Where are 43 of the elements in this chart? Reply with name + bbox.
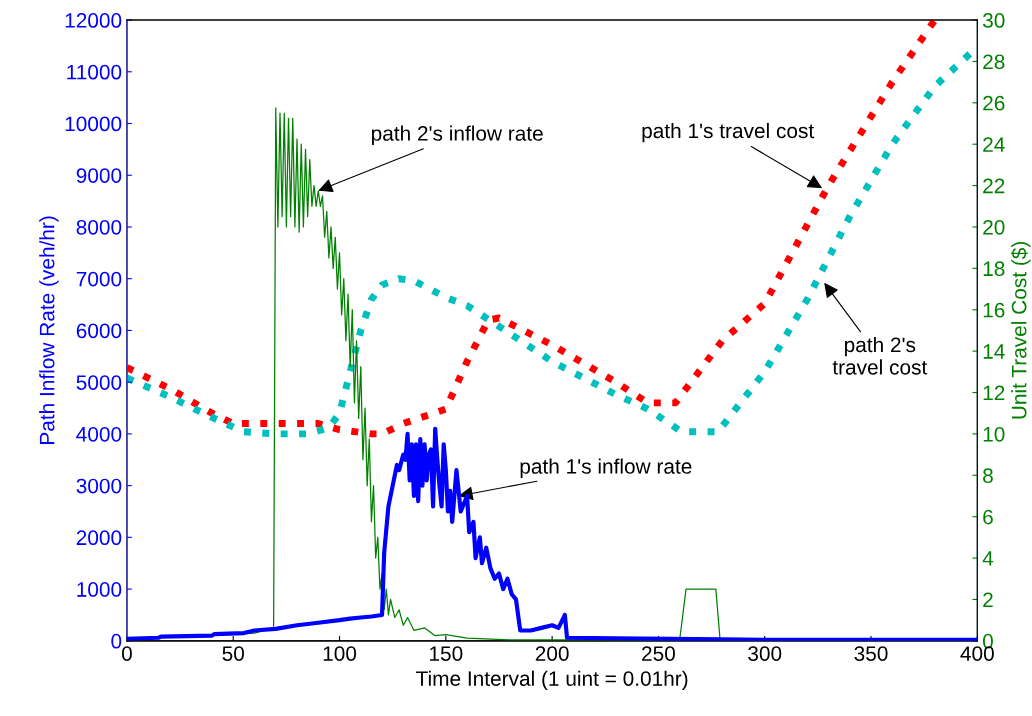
y2-tick-label: 24 — [983, 137, 1005, 152]
annotation: path 2's inflow rate — [371, 125, 543, 145]
y-tick-label: 4000 — [76, 426, 122, 442]
x-tick-label: 300 — [748, 646, 782, 661]
y2-tick-label: 6 — [983, 509, 993, 525]
x-tick-label: 350 — [854, 646, 888, 661]
y2-tick-label: 4 — [982, 551, 994, 566]
y2-tick-label: 26 — [983, 95, 1005, 111]
x-tick-label: 50 — [222, 646, 244, 661]
y2-tick-label: 22 — [983, 178, 1005, 194]
x-tick-label: 200 — [535, 646, 569, 661]
y-tick-label: 6000 — [76, 323, 122, 339]
x-tick-label: 0 — [121, 646, 132, 661]
y-tick-label: 9000 — [76, 168, 122, 183]
y2-tick-label: 2 — [983, 592, 993, 607]
y-axis-title: Path Inflow Rate (veh/hr) — [39, 216, 59, 444]
y-tick-label: 10000 — [65, 116, 122, 132]
y2-tick-label: 8 — [983, 468, 993, 484]
y-tick-label: 1000 — [77, 582, 122, 597]
y-tick-label: 12000 — [65, 13, 122, 28]
y2-tick-label: 16 — [983, 302, 1005, 318]
y2-tick-label: 18 — [983, 261, 1005, 277]
y2-tick-label: 14 — [983, 344, 1005, 359]
y2-tick-label: 30 — [982, 13, 1005, 28]
annotation: path 2's travel cost — [832, 336, 928, 375]
y-tick-label: 7000 — [76, 271, 122, 287]
x-tick-label: 150 — [430, 646, 463, 661]
y-tick-label: 2000 — [76, 530, 122, 546]
y-tick-label: 3000 — [76, 478, 122, 494]
y-tick-label: 11000 — [67, 64, 122, 80]
x-tick-label: 250 — [642, 646, 675, 661]
y-tick-label: 8000 — [76, 219, 122, 235]
y2-tick-label: 10 — [983, 426, 1005, 442]
y-tick-label: 5000 — [76, 375, 122, 390]
x-axis-title: Time Interval (1 uint = 0.01hr) — [416, 670, 688, 691]
y2-axis-title: Unit Travel Cost ($) — [1010, 242, 1031, 419]
y-tick-label: 0 — [111, 633, 122, 649]
y2-tick-label: 20 — [983, 219, 1005, 235]
x-tick-label: 100 — [323, 646, 357, 661]
y2-tick-label: 28 — [983, 54, 1005, 70]
y2-tick-label: 12 — [983, 385, 1005, 401]
annotation: path 1's inflow rate — [520, 458, 692, 478]
annotation: path 1's travel cost — [642, 122, 815, 143]
